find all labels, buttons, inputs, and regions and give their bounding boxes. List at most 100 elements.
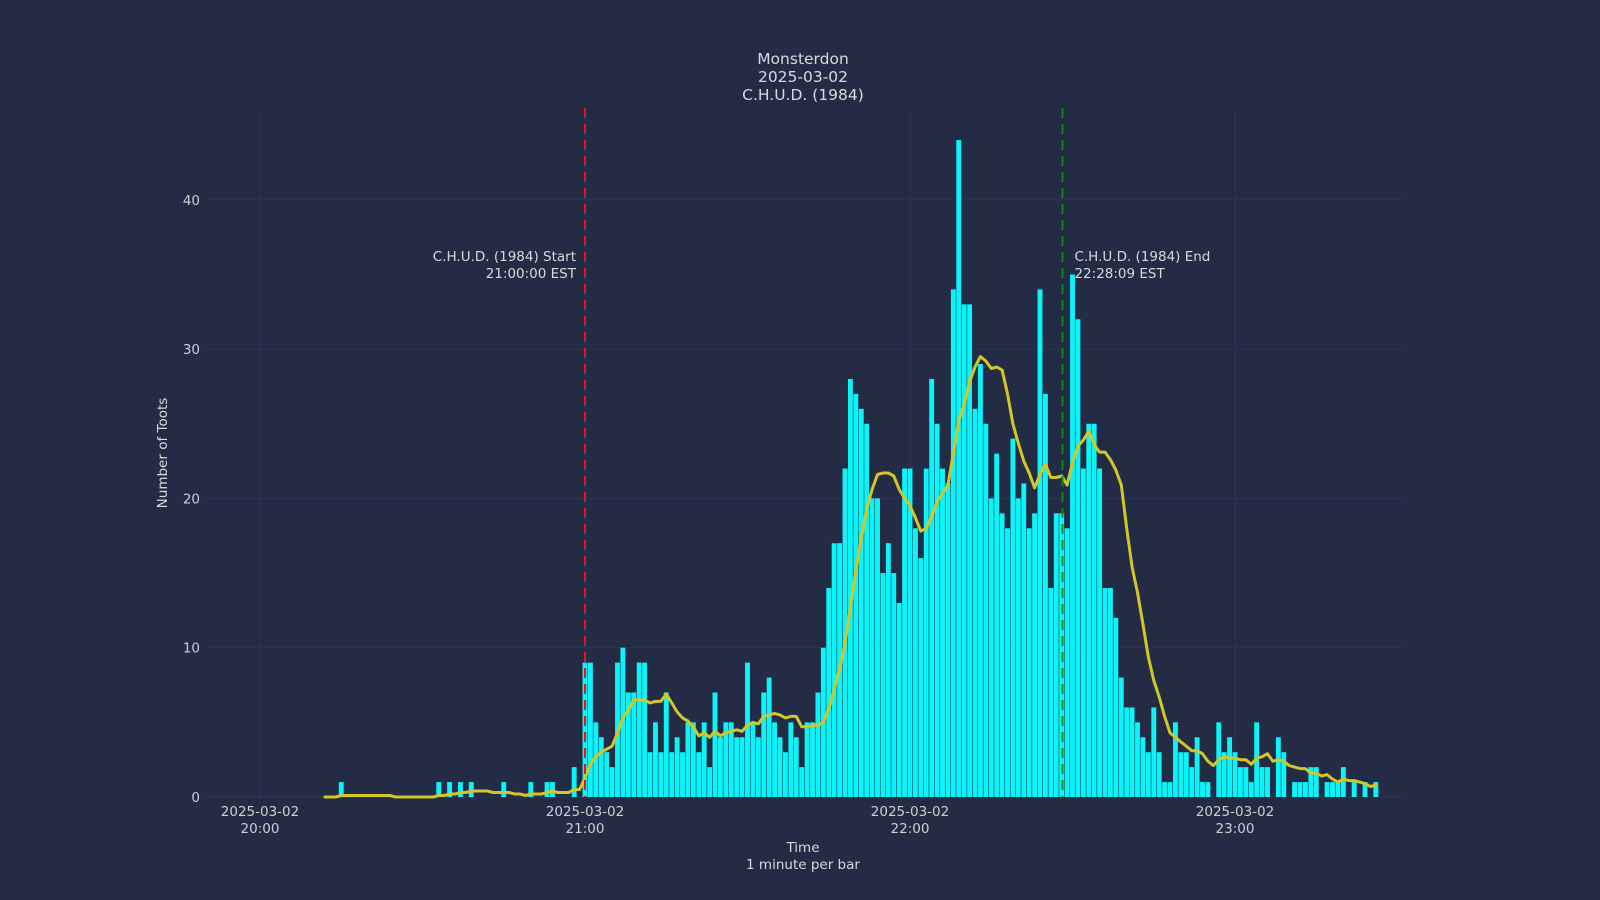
bar-minute-121 (912, 528, 918, 797)
bar-minute-192 (1297, 782, 1303, 797)
bar-minute-155 (1097, 468, 1103, 797)
bar-minute-76 (669, 752, 675, 797)
bar-minute-72 (647, 752, 653, 797)
bar-minute-166 (1156, 752, 1162, 797)
bar-minute-89 (739, 737, 745, 797)
bar-minute-100 (799, 767, 805, 797)
bar-minute-199 (1335, 782, 1341, 797)
bar-minute-90 (745, 662, 750, 797)
bar-minute-183 (1248, 782, 1254, 797)
x-tick-date-21:00: 2025-03-02 (546, 804, 624, 820)
bar-minute-153 (1086, 423, 1092, 797)
bar-minute-96 (777, 737, 783, 797)
bar-minute-174 (1200, 782, 1205, 797)
start-annotation-line-2: 21:00:00 EST (486, 266, 577, 282)
bar-minute-150 (1070, 274, 1075, 797)
bar-minute-78 (680, 752, 685, 797)
bar-minute-173 (1194, 737, 1200, 797)
bar-minute-102 (810, 722, 815, 797)
bar-minute-136 (994, 453, 1000, 797)
bar-minute-193 (1302, 782, 1308, 797)
bar-minute-189 (1281, 752, 1287, 797)
bar-minute-156 (1102, 587, 1108, 797)
bar-minute-92 (755, 737, 761, 797)
bar-minute-86 (723, 722, 729, 797)
bar-minute-125 (934, 423, 940, 797)
bar-minute-185 (1259, 767, 1265, 797)
bar-minute-109 (847, 378, 853, 797)
bar-minute-114 (875, 498, 880, 797)
bar-minute-67 (620, 647, 626, 797)
bar-minute-122 (918, 558, 924, 797)
bar-minute-108 (842, 468, 848, 797)
bar-minute-191 (1292, 782, 1298, 797)
bar-minute-93 (761, 692, 767, 797)
bar-minute-147 (1053, 513, 1059, 797)
bar-minute-164 (1145, 752, 1151, 797)
moving-average-line (323, 355, 1378, 799)
bar-minute-152 (1080, 468, 1086, 797)
bar-minute-130 (961, 304, 967, 797)
bar-minute-200 (1340, 767, 1346, 797)
x-axis-label-line-1: Time (785, 840, 819, 856)
bar-minute-65 (609, 767, 615, 797)
bar-minute-159 (1118, 677, 1124, 797)
bar-minute-115 (880, 573, 886, 797)
bar-minute-118 (896, 602, 902, 797)
bar-minute-179 (1227, 737, 1233, 797)
bar-minute-145 (1042, 393, 1048, 797)
bar-minute-45 (501, 782, 507, 797)
bar-minute-35 (447, 782, 453, 797)
bar-minute-106 (831, 543, 837, 797)
bar-minute-87 (728, 722, 734, 797)
bar-minute-61 (587, 662, 593, 797)
bar-minute-195 (1313, 767, 1319, 797)
bar-minute-74 (658, 752, 664, 797)
bar-minute-85 (717, 737, 723, 797)
bar-minute-206 (1373, 782, 1379, 797)
bar-minute-135 (988, 498, 994, 797)
bar-minute-123 (923, 468, 929, 797)
bar-minute-70 (636, 662, 642, 797)
bar-minute-33 (436, 782, 442, 797)
bar-minute-142 (1026, 528, 1032, 797)
bar-minute-111 (858, 408, 864, 797)
bar-minute-194 (1308, 767, 1314, 797)
bar-minute-103 (815, 692, 821, 797)
chart-title-line-2: 2025-03-02 (758, 68, 848, 86)
x-tick-time-21:00: 21:00 (566, 821, 605, 837)
bar-minute-172 (1189, 767, 1195, 797)
x-tick-date-22:00: 2025-03-02 (871, 804, 949, 820)
x-tick-date-23:00: 2025-03-02 (1196, 804, 1274, 820)
bar-minute-63 (598, 737, 604, 797)
bar-minute-182 (1243, 767, 1249, 797)
bar-minute-144 (1037, 289, 1043, 797)
bar-minute-82 (701, 722, 707, 797)
grid-layer (205, 110, 1405, 798)
bar-minute-170 (1178, 752, 1184, 797)
bar-minute-139 (1010, 438, 1016, 797)
bar-minute-110 (853, 393, 859, 797)
bar-minute-84 (712, 692, 718, 797)
bar-minute-119 (902, 468, 908, 797)
bar-minute-124 (929, 378, 935, 797)
bar-minute-134 (983, 423, 989, 797)
y-tick-label-30: 30 (183, 342, 200, 358)
bar-minute-101 (804, 722, 810, 797)
bar-minute-79 (685, 722, 691, 797)
bar-minute-75 (663, 692, 669, 797)
bar-minute-158 (1113, 617, 1119, 797)
bar-minute-151 (1075, 319, 1081, 797)
x-tick-time-22:00: 22:00 (891, 821, 930, 837)
bar-minute-50 (528, 782, 534, 797)
bar-minute-53 (544, 782, 550, 797)
end-annotation-line-2: 22:28:09 EST (1074, 266, 1165, 282)
bar-minute-204 (1362, 782, 1368, 797)
bar-minute-169 (1172, 722, 1178, 797)
bar-minute-126 (940, 468, 945, 797)
bar-minute-113 (869, 498, 875, 797)
bar-minute-149 (1064, 528, 1070, 797)
bar-minute-94 (766, 677, 772, 797)
bar-minute-202 (1351, 782, 1357, 797)
